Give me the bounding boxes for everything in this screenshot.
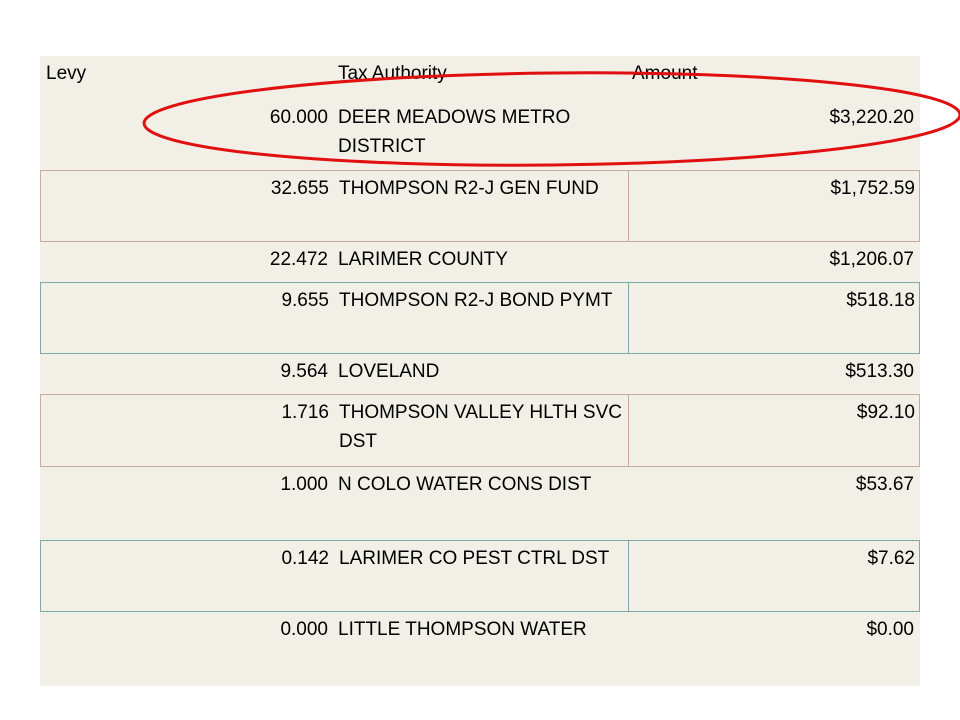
highlight-ellipse	[142, 71, 960, 167]
levy-cell: 0.000	[280, 619, 328, 640]
table-row: 9.655 THOMPSON R2-J BOND PYMT $518.18	[40, 282, 920, 354]
authority-cell: LOVELAND	[338, 361, 440, 382]
authority-cell: N COLO WATER CONS DIST	[338, 474, 592, 495]
amount-cell: $1,752.59	[628, 171, 921, 241]
header-cell: Levy	[46, 63, 87, 84]
authority-cell: THOMPSON VALLEY HLTH SVC DST	[339, 402, 622, 452]
levy-cell: 0.142	[281, 548, 329, 569]
authority-cell: DEER MEADOWS METRO DISTRICT	[338, 107, 571, 157]
authority-cell: THOMPSON R2-J GEN FUND	[339, 178, 599, 199]
levy-cell: 32.655	[270, 178, 329, 199]
levy-cell: 22.472	[269, 249, 328, 270]
levy-cell: 9.564	[280, 361, 328, 382]
table-row: 1.000 N COLO WATER CONS DIST $53.67	[40, 467, 920, 540]
table-row: 22.472 LARIMER COUNTY $1,206.07	[40, 242, 920, 282]
authority-cell: LARIMER CO PEST CTRL DST	[339, 548, 610, 569]
table-row: 0.000 LITTLE THOMPSON WATER $0.00	[40, 612, 920, 686]
amount-cell: $1,206.07	[829, 249, 914, 270]
authority-cell: THOMPSON R2-J BOND PYMT	[339, 290, 613, 311]
table-row: 32.655 THOMPSON R2-J GEN FUND $1,752.59	[40, 170, 920, 242]
authority-cell: LARIMER COUNTY	[338, 249, 508, 270]
table-row: 0.142 LARIMER CO PEST CTRL DST $7.62	[40, 540, 920, 612]
amount-cell: $92.10	[628, 395, 921, 466]
amount-cell: $518.18	[628, 283, 921, 353]
amount-cell: $7.62	[628, 541, 921, 611]
table-row: 9.564 LOVELAND $513.30	[40, 354, 920, 394]
levy-cell: 1.000	[280, 474, 328, 495]
amount-cell: $513.30	[845, 361, 914, 382]
levy-cell: 1.716	[281, 402, 329, 423]
amount-cell: $53.67	[855, 474, 914, 495]
table-row: 60.000 DEER MEADOWS METRO DISTRICT $3,220.…	[40, 100, 920, 170]
table-row: 1.716 THOMPSON VALLEY HLTH SVC DST $92.10	[40, 394, 920, 467]
amount-cell: $3,220.20	[829, 107, 914, 128]
authority-cell: LITTLE THOMPSON WATER	[338, 619, 587, 640]
levy-cell: 60.000	[269, 107, 328, 128]
tax-table: Levy Tax Authority Amount 60.000 DEER MEADOW…	[40, 56, 920, 686]
levy-cell: 9.655	[281, 290, 329, 311]
amount-cell: $0.00	[866, 619, 914, 640]
